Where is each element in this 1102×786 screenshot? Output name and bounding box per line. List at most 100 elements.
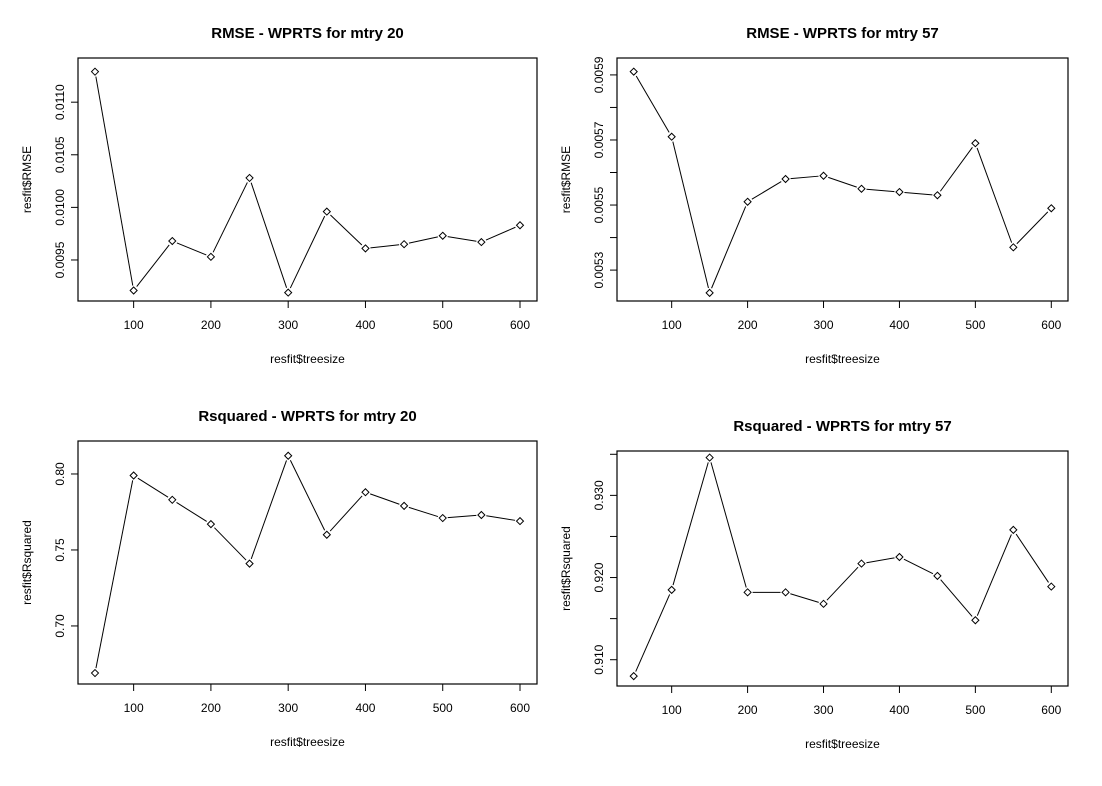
data-point	[743, 588, 752, 597]
chart-panel-1: RMSE - WPRTS for mtry 20 100 200 300 400 500 6…	[20, 25, 538, 366]
data-point	[477, 510, 486, 520]
plot-frame	[616, 450, 1069, 687]
series-line-segment	[214, 527, 247, 561]
series-line-segment	[866, 188, 895, 193]
chart-title: RMSE - WPRTS for mtry 20	[211, 25, 404, 42]
plot-frame	[77, 57, 538, 302]
x-tick-label: 200	[201, 318, 221, 332]
data-point	[971, 139, 980, 148]
plot-frame	[77, 440, 538, 685]
series-line-segment	[136, 244, 170, 287]
plot-frame	[616, 57, 1069, 302]
series-line-segment	[711, 206, 747, 289]
x-tick-label: 100	[124, 701, 144, 715]
series-line-segment	[486, 515, 516, 521]
series-line-segment	[95, 480, 134, 669]
y-tick-label: 0.910	[592, 644, 606, 674]
y-tick-label: 0.80	[53, 462, 67, 486]
series-line-segment	[447, 236, 477, 242]
chart-title: Rsquared - WPRTS for mtry 20	[198, 408, 416, 425]
x-tick-label: 500	[965, 703, 985, 717]
data-point	[361, 244, 370, 253]
series-line-segment	[976, 534, 1012, 616]
series-line-segment	[176, 502, 207, 522]
x-tick-label: 200	[738, 703, 758, 717]
data-point	[206, 519, 216, 529]
x-tick-label: 400	[355, 701, 375, 715]
series-line-segment	[212, 182, 248, 253]
x-tick-label: 600	[1041, 318, 1061, 332]
data-point	[1009, 243, 1018, 252]
series-line-segment	[976, 147, 1013, 243]
data-point	[515, 516, 525, 526]
x-tick-label: 300	[814, 318, 834, 332]
series-line-segment	[710, 462, 747, 588]
series-line-segment	[408, 506, 439, 518]
y-tick-label: 0.70	[53, 614, 67, 638]
data-point	[283, 288, 293, 297]
data-point	[90, 668, 100, 678]
series-line-segment	[635, 75, 670, 133]
series-line-segment	[329, 495, 363, 532]
chart-panel-2: RMSE - WPRTS for mtry 57 100 200 300 400 500 6…	[559, 25, 1069, 366]
series-line-segment	[447, 514, 477, 519]
x-tick-label: 600	[510, 318, 530, 332]
series-line-segment	[826, 566, 859, 601]
y-tick-label: 0.0110	[53, 84, 67, 120]
data-point	[399, 501, 409, 511]
x-axis-label: resfit$treesize	[805, 352, 880, 366]
y-tick-label: 0.0105	[53, 136, 67, 173]
x-axis-label: resfit$treesize	[270, 352, 345, 366]
series-line-segment	[176, 242, 207, 256]
data-point	[438, 231, 447, 240]
data-point	[129, 471, 138, 480]
data-point	[667, 585, 676, 595]
y-axis-label: resfit$Rsquared	[20, 520, 34, 605]
series-line-segment	[751, 181, 782, 200]
y-axis-label: resfit$Rsquared	[559, 526, 573, 611]
x-tick-label: 300	[278, 318, 298, 332]
x-axis-label: resfit$treesize	[270, 735, 345, 749]
data-point	[781, 174, 790, 184]
x-tick-label: 300	[814, 703, 834, 717]
chart-panel-4: Rsquared - WPRTS for mtry 57 100 200 300 400…	[559, 418, 1069, 751]
series-line-segment	[330, 214, 363, 246]
x-tick-label: 500	[433, 318, 453, 332]
data-point	[1047, 204, 1056, 213]
series-line-segment	[1015, 533, 1049, 583]
data-point	[129, 286, 138, 295]
y-tick-label: 0.0059	[592, 56, 606, 93]
series-line-segment	[95, 76, 134, 286]
data-point	[90, 67, 100, 76]
series-line-segment	[672, 462, 709, 586]
data-point	[629, 67, 638, 76]
chart-panel-3: Rsquared - WPRTS for mtry 20 100 200 300 400…	[20, 408, 538, 749]
x-tick-label: 400	[889, 703, 909, 717]
y-tick-label: 0.0053	[592, 251, 606, 288]
series-line-segment	[289, 215, 326, 289]
x-tick-label: 400	[355, 318, 375, 332]
data-point	[1009, 525, 1018, 535]
series-line-segment	[250, 460, 287, 560]
x-tick-label: 100	[662, 318, 682, 332]
series-line-segment	[1016, 211, 1049, 245]
data-point	[895, 552, 904, 562]
data-point	[971, 616, 980, 625]
series-line-segment	[904, 191, 933, 196]
data-point	[322, 530, 332, 539]
series-line-segment	[635, 594, 671, 672]
data-point	[168, 236, 177, 246]
series-line-segment	[903, 558, 934, 575]
chart-title: RMSE - WPRTS for mtry 57	[746, 25, 939, 42]
series-line-segment	[828, 176, 857, 188]
y-tick-label: 0.0100	[53, 189, 67, 226]
data-point	[438, 513, 447, 523]
y-tick-label: 0.920	[592, 562, 606, 592]
data-point	[781, 588, 790, 597]
series-line-segment	[672, 141, 709, 289]
series-line-segment	[289, 460, 326, 531]
y-tick-label: 0.0057	[592, 121, 606, 158]
x-tick-label: 100	[662, 703, 682, 717]
series-line-segment	[250, 182, 288, 289]
